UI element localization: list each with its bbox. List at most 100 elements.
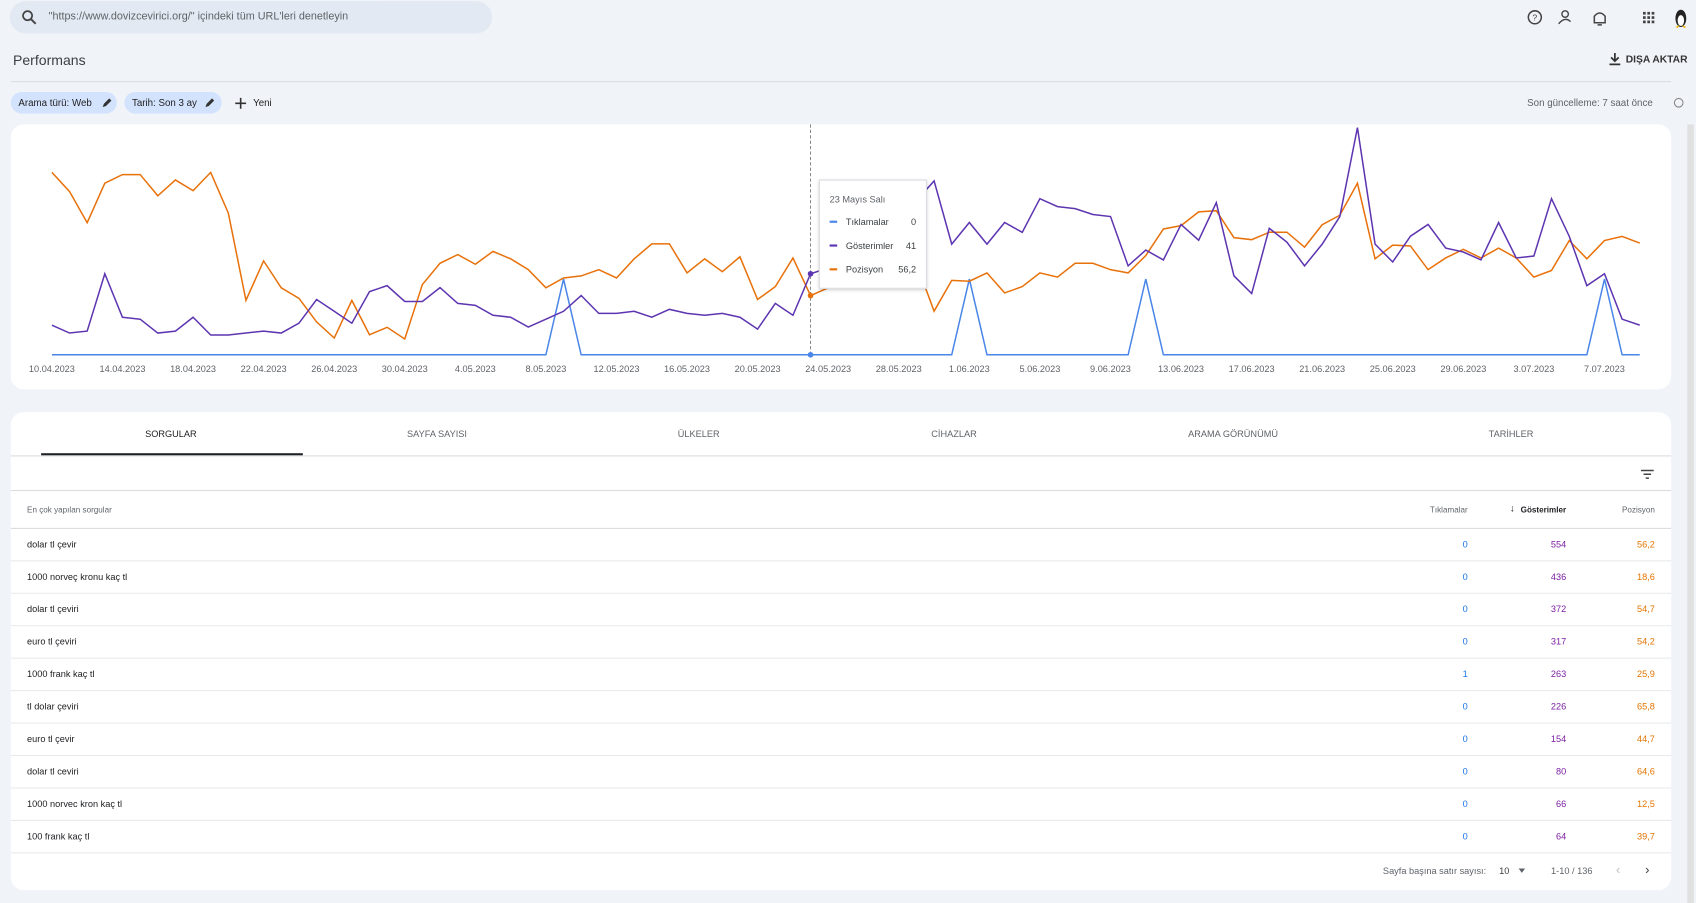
query-cell[interactable]: 1000 frank kaç tl (27, 668, 95, 680)
x-tick-label: 4.05.2023 (455, 364, 496, 374)
query-cell[interactable]: euro tl çeviri (27, 635, 77, 647)
x-tick-label: 13.06.2023 (1158, 364, 1204, 374)
metric-cell: 54,7 (1636, 603, 1655, 615)
query-cell[interactable]: 1000 norvec kron kaç tl (27, 798, 123, 810)
x-tick-label: 12.05.2023 (593, 364, 639, 374)
column-header: Gösterimler (1520, 505, 1567, 515)
legend-swatch (829, 244, 838, 247)
x-tick-label: 24.05.2023 (805, 364, 851, 374)
tab[interactable]: SAYFA SAYISI (406, 428, 467, 440)
metric-cell: 0 (1462, 603, 1468, 615)
metric-cell: 65,8 (1636, 700, 1655, 712)
divider (10, 754, 1672, 757)
metric-cell: 226 (1550, 700, 1567, 712)
x-tick-label: 20.05.2023 (735, 364, 781, 374)
tooltip-series: Pozisyon (845, 263, 884, 275)
column-header: Tıklamalar (1429, 505, 1468, 515)
metric-cell: 18,6 (1636, 571, 1655, 582)
x-tick-label: 28.05.2023 (876, 364, 922, 374)
metric-cell: 44,7 (1636, 733, 1655, 745)
new-filter[interactable]: Yeni (253, 97, 272, 109)
tab[interactable]: TARİHLER (1488, 428, 1534, 440)
x-tick-label: 5.06.2023 (1019, 364, 1060, 374)
next-page[interactable]: › (1645, 862, 1650, 878)
metric-cell: 54,2 (1636, 635, 1655, 647)
search-bar[interactable] (9, 1, 493, 34)
metric-cell: 0 (1462, 798, 1468, 810)
query-cell[interactable]: 1000 norveç kronu kaç tl (27, 571, 128, 582)
x-tick-label: 26.04.2023 (311, 364, 357, 374)
hover-point (807, 351, 814, 358)
chip-label: Tarih: Son 3 ay (131, 97, 197, 109)
filter-icon (1640, 465, 1654, 479)
query-cell[interactable]: dolar tl çeviri (27, 603, 79, 615)
x-tick-label: 18.04.2023 (170, 364, 216, 374)
divider (10, 690, 1672, 692)
x-tick-label: 3.07.2023 (1513, 364, 1554, 374)
metric-cell: 0 (1462, 571, 1468, 582)
x-tick-label: 22.04.2023 (241, 364, 287, 374)
x-tick-label: 29.06.2023 (1440, 364, 1486, 374)
metric-cell: 39,7 (1636, 830, 1655, 842)
metric-cell: 64 (1555, 830, 1567, 842)
divider (10, 787, 1672, 789)
tooltip: 23 Mayıs Salı Tıklamalar 0 Gösterimler 41 Po… (818, 179, 927, 289)
rows-per-page[interactable]: 10 (1499, 865, 1510, 877)
metric-cell: 12,5 (1636, 798, 1655, 810)
tooltip-title: 23 Mayıs Salı (829, 193, 886, 205)
metric-cell: 0 (1462, 830, 1468, 842)
x-tick-label: 30.04.2023 (382, 364, 428, 374)
divider (10, 489, 1672, 492)
tooltip-value: 56,2 (898, 263, 917, 275)
divider (10, 657, 1672, 659)
divider (10, 527, 1672, 529)
chip-label: Arama türü: Web (18, 97, 92, 109)
metric-cell: 554 (1550, 538, 1567, 550)
download-icon (1609, 52, 1621, 66)
query-cell[interactable]: euro tl çevir (27, 733, 75, 745)
page-title: Performans (12, 51, 86, 69)
tab[interactable]: ARAMA GÖRÜNÜMÜ (1188, 428, 1279, 440)
table-card (10, 412, 1672, 891)
scrollbar[interactable] (1687, 124, 1694, 903)
metric-cell: 66 (1555, 798, 1567, 810)
divider (10, 625, 1672, 627)
prev-page[interactable]: ‹ (1615, 862, 1621, 878)
metric-cell: 372 (1550, 603, 1567, 615)
query-cell[interactable]: tl dolar çeviri (27, 700, 79, 712)
tooltip-series: Tıklamalar (845, 216, 889, 228)
tooltip-value: 41 (905, 240, 917, 251)
metric-cell: 1 (1462, 668, 1468, 680)
query-cell[interactable]: dolar tl çevir (27, 538, 77, 550)
series-line (51, 278, 1640, 356)
x-tick-label: 8.05.2023 (525, 364, 566, 374)
hover-point (807, 270, 814, 277)
metric-cell: 436 (1550, 571, 1567, 582)
metric-cell: 64,6 (1636, 765, 1655, 777)
metric-cell: 25,9 (1636, 668, 1655, 680)
tab[interactable]: ÜLKELER (677, 428, 720, 440)
x-tick-label: 9.06.2023 (1090, 364, 1131, 374)
query-cell[interactable]: dolar tl ceviri (27, 765, 79, 777)
metric-cell: 317 (1550, 635, 1567, 647)
x-tick-label: 25.06.2023 (1370, 364, 1416, 374)
filter-glyph (1640, 469, 1654, 479)
tab[interactable]: SORGULAR (145, 428, 197, 440)
dropdown-arrow (1518, 868, 1526, 873)
query-cell[interactable]: 100 frank kaç tl (27, 830, 90, 842)
export-button[interactable]: DIŞA AKTAR (1625, 54, 1688, 66)
tab-indicator (41, 453, 303, 456)
tooltip-series: Gösterimler (845, 240, 894, 251)
filter-chip[interactable] (10, 91, 117, 114)
metric-cell: 0 (1462, 765, 1468, 777)
filter-chip[interactable] (124, 91, 222, 114)
tab[interactable]: CİHAZLAR (931, 428, 977, 440)
sort-arrow: ↓ (1509, 502, 1515, 514)
tooltip-value: 0 (911, 216, 917, 228)
help-icon (1673, 97, 1684, 108)
search-placeholder: "https://www.dovizcevirici.org/" içindek… (48, 10, 349, 23)
x-tick-label: 1.06.2023 (949, 364, 990, 374)
divider (10, 852, 1672, 854)
x-tick-label: 16.05.2023 (664, 364, 710, 374)
top-icons[interactable]: ? (1525, 9, 1687, 29)
